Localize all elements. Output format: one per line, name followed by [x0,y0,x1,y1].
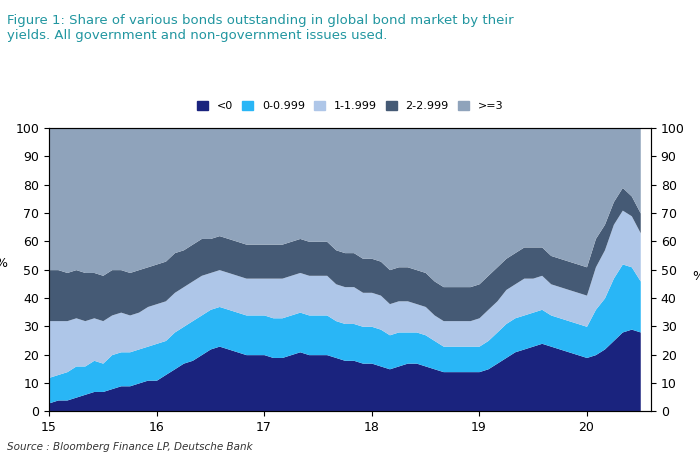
Text: Source : Bloomberg Finance LP, Deutsche Bank: Source : Bloomberg Finance LP, Deutsche … [7,442,253,452]
Text: Figure 1: Share of various bonds outstanding in global bond market by their
yiel: Figure 1: Share of various bonds outstan… [7,14,514,42]
Legend: <0, 0-0.999, 1-1.999, 2-2.999, >=3: <0, 0-0.999, 1-1.999, 2-2.999, >=3 [193,97,508,116]
Y-axis label: %: % [0,257,8,270]
Y-axis label: %: % [692,270,700,282]
